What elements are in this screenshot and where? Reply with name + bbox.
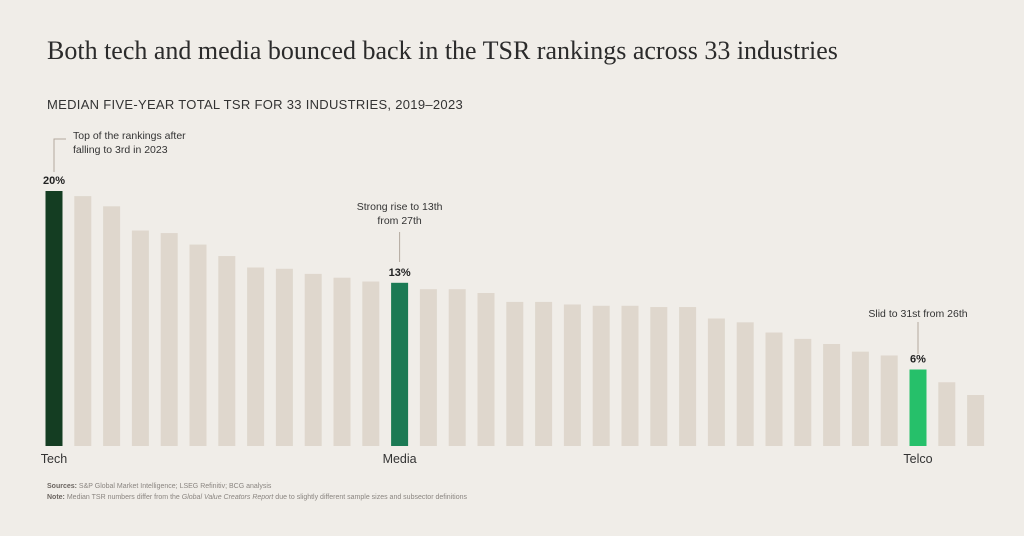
bar xyxy=(765,332,783,446)
category-label-media: Media xyxy=(383,452,417,466)
bar xyxy=(592,305,610,446)
note-label: Note: xyxy=(47,494,65,501)
category-label-telco: Telco xyxy=(903,452,932,466)
bar xyxy=(880,355,898,446)
data-label-telco: 6% xyxy=(910,354,926,366)
note-text: Median TSR numbers differ from the xyxy=(66,494,180,501)
bar xyxy=(535,301,553,446)
sources-label: Sources: xyxy=(47,483,77,490)
bar xyxy=(823,344,841,446)
chart-subtitle: MEDIAN FIVE-YEAR TOTAL TSR FOR 33 INDUST… xyxy=(47,97,464,112)
bar-tech xyxy=(45,191,63,446)
note-text-end: due to slightly different sample sizes a… xyxy=(275,494,467,501)
bar xyxy=(707,318,725,446)
bar xyxy=(506,301,524,446)
data-label-media: 13% xyxy=(389,267,411,279)
category-label-tech: Tech xyxy=(41,452,67,466)
note-report-name: Global Value Creators Report xyxy=(181,494,274,501)
bar xyxy=(794,338,812,446)
annotation-text-telco: Slid to 31st from 26th xyxy=(868,308,967,320)
annotation-text-media: Strong rise to 13th xyxy=(357,201,443,213)
bar xyxy=(448,289,466,446)
bar xyxy=(189,244,207,446)
bar xyxy=(103,206,121,446)
bar xyxy=(275,268,293,446)
annotation-text-tech: Top of the rankings after xyxy=(73,130,186,142)
annotation-text-media: from 27th xyxy=(377,215,422,227)
bar-chart: 20% Tech 13% Media 6% Telco Top of the ranking… xyxy=(41,130,985,466)
bar xyxy=(679,307,697,446)
bar xyxy=(304,273,322,446)
data-label-tech: 20% xyxy=(43,175,65,187)
bar xyxy=(247,267,265,446)
bar xyxy=(131,230,149,446)
bar xyxy=(621,305,639,446)
bar xyxy=(650,307,668,446)
bar xyxy=(736,322,754,446)
bar xyxy=(419,289,437,446)
footer-note: Note: Median TSR numbers differ from the… xyxy=(47,494,467,501)
footer-sources: Sources: S&P Global Market Intelligence;… xyxy=(47,483,271,490)
chart-title: Both tech and media bounced back in the … xyxy=(47,36,838,65)
bar xyxy=(938,382,956,446)
sources-text: S&P Global Market Intelligence; LSEG Ref… xyxy=(78,483,272,490)
bar-media xyxy=(391,282,409,446)
bar xyxy=(333,277,351,446)
annotation-text-tech: falling to 3rd in 2023 xyxy=(73,144,168,156)
bar xyxy=(160,233,178,446)
bar xyxy=(851,351,869,446)
bar xyxy=(74,196,92,446)
bar xyxy=(362,281,380,446)
bar xyxy=(563,304,581,446)
bar xyxy=(218,256,236,446)
annotation-leader-tech xyxy=(53,138,66,172)
bar xyxy=(967,395,985,446)
bar-telco xyxy=(909,369,927,446)
bar xyxy=(477,293,495,446)
